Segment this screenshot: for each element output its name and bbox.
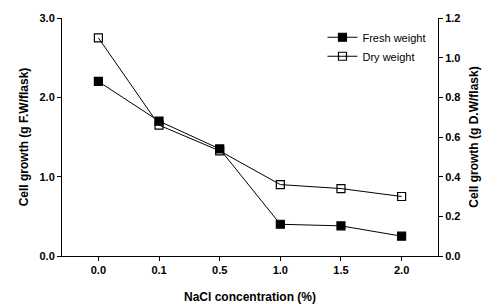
- svg-text:Cell growth (g D.W/flask): Cell growth (g D.W/flask): [467, 66, 481, 207]
- svg-text:1.5: 1.5: [333, 264, 348, 276]
- svg-text:0.4: 0.4: [445, 171, 461, 183]
- svg-text:1.0: 1.0: [273, 264, 288, 276]
- svg-text:1.2: 1.2: [445, 12, 460, 24]
- svg-text:Fresh weight: Fresh weight: [362, 32, 425, 44]
- svg-text:0.0: 0.0: [445, 250, 460, 262]
- svg-text:2.0: 2.0: [394, 264, 409, 276]
- svg-text:Dry weight: Dry weight: [362, 51, 414, 63]
- svg-text:0.0: 0.0: [40, 250, 55, 262]
- svg-text:2.0: 2.0: [40, 91, 55, 103]
- svg-text:0.8: 0.8: [445, 91, 460, 103]
- svg-text:3.0: 3.0: [40, 12, 55, 24]
- svg-text:1.0: 1.0: [40, 171, 55, 183]
- svg-text:1.0: 1.0: [445, 52, 460, 64]
- svg-text:0.0: 0.0: [91, 264, 106, 276]
- svg-text:0.5: 0.5: [212, 264, 227, 276]
- svg-text:0.1: 0.1: [151, 264, 166, 276]
- svg-text:0.6: 0.6: [445, 131, 460, 143]
- svg-text:NaCl concentration (%): NaCl concentration (%): [184, 290, 316, 304]
- svg-text:0.2: 0.2: [445, 210, 460, 222]
- svg-text:Cell growth (g F.W/flask): Cell growth (g F.W/flask): [17, 68, 31, 207]
